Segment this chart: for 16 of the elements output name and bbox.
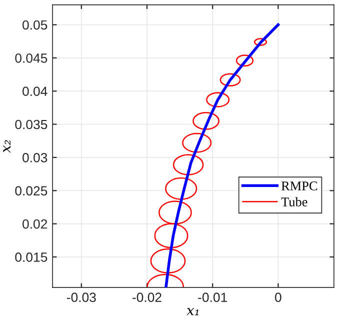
x-tick-label: -0.03 xyxy=(66,292,96,302)
y-axis-title: x₂ xyxy=(3,140,10,153)
y-tick-label: 0.03 xyxy=(22,153,48,162)
x-tick-label: -0.01 xyxy=(198,292,227,302)
legend-label: RMPC xyxy=(281,182,318,190)
y-tick-label: 0.04 xyxy=(22,86,48,96)
y-tick-label: 0.035 xyxy=(15,120,48,130)
x-tick-label: -0.02 xyxy=(132,292,162,302)
y-tick-label: 0.045 xyxy=(15,53,48,63)
legend-label: Tube xyxy=(281,197,308,206)
y-tick-label: 0.025 xyxy=(15,186,48,196)
x-tick-label: 0 xyxy=(275,292,282,302)
y-tick-label: 0.015 xyxy=(15,252,48,262)
y-tick-label: 0.02 xyxy=(22,219,48,229)
y-tick-label: 0.05 xyxy=(22,20,48,30)
x-axis-title: x₁ xyxy=(186,308,198,316)
